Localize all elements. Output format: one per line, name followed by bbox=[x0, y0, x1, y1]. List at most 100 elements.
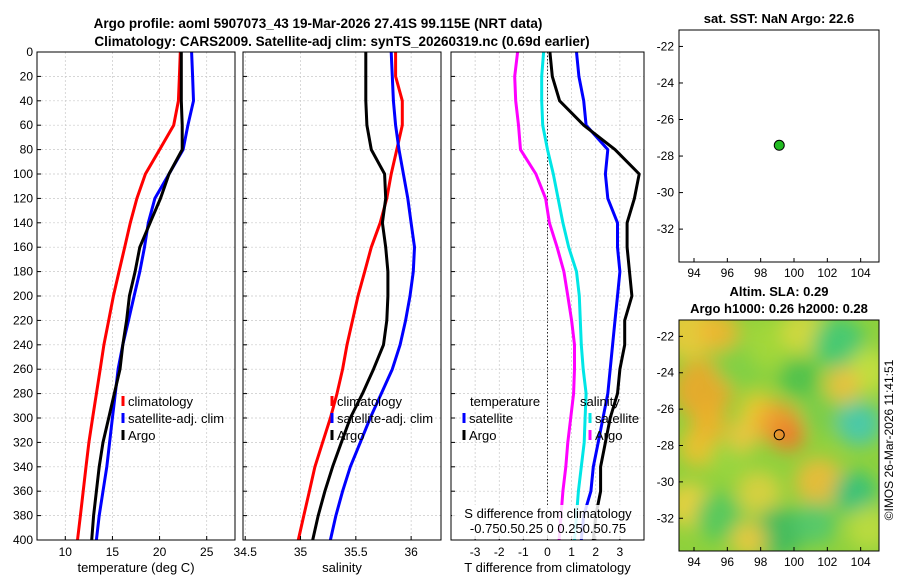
figure-title-line2: Climatology: CARS2009. Satellite-adj cli… bbox=[94, 34, 589, 49]
y-tick-label: 300 bbox=[13, 411, 33, 425]
heatmap-cell bbox=[737, 471, 781, 516]
s-difference-tick-labels: -0.750.50.25 0 0.250.50.75 bbox=[470, 521, 626, 536]
x-tick-label: 20 bbox=[153, 545, 167, 559]
map-y-tick-label: -28 bbox=[657, 439, 675, 453]
series-line-satellite-adj-clim bbox=[94, 51, 195, 541]
y-tick-label: 180 bbox=[13, 265, 33, 279]
series-line-salinity-argo bbox=[513, 51, 576, 541]
y-tick-label: 200 bbox=[13, 289, 33, 303]
y-tick-label: 60 bbox=[20, 118, 34, 132]
map-y-tick-label: -28 bbox=[657, 149, 675, 163]
y-tick-label: 120 bbox=[13, 191, 33, 205]
x-tick-label: 0 bbox=[544, 545, 551, 559]
figure-title-line1: Argo profile: aoml 5907073_43 19-Mar-202… bbox=[94, 16, 543, 31]
argo-position-marker-sst bbox=[773, 139, 785, 151]
temperature-profile-panel: 10 15 20 25 0 20 40 60 80 100 120 140 160 180 200 220 24… bbox=[13, 45, 236, 575]
salinity-diff-legend-label: satellite bbox=[595, 411, 639, 426]
map-x-tick-label: 98 bbox=[754, 555, 768, 569]
heatmap-cell bbox=[833, 471, 877, 516]
x-tick-label: -1 bbox=[518, 545, 529, 559]
salinity-legend-title: salinity bbox=[580, 394, 620, 409]
x-tick-label: 34.5 bbox=[234, 545, 258, 559]
map-y-tick-label: -30 bbox=[657, 475, 675, 489]
y-tick-label: 40 bbox=[20, 94, 34, 108]
map-frame bbox=[678, 319, 880, 552]
map-x-tick-label: 104 bbox=[851, 555, 871, 569]
y-tick-label: 0 bbox=[26, 45, 33, 59]
y-tick-label: 340 bbox=[13, 460, 33, 474]
map-x-tick-label: 96 bbox=[721, 266, 735, 280]
map-y-tick-label: -22 bbox=[657, 329, 675, 343]
sst-map-title: sat. SST: NaN Argo: 22.6 bbox=[704, 11, 855, 26]
x-tick-label: 35.5 bbox=[344, 545, 368, 559]
heatmap-cell bbox=[773, 419, 805, 452]
series-line-temperature-argo bbox=[548, 51, 641, 541]
sst-map-panel: 94 96 98 100 102 104 -22 -24 -26 -28 -30 -32 bbox=[657, 29, 880, 280]
y-tick-label: 20 bbox=[20, 69, 34, 83]
y-tick-label: 320 bbox=[13, 435, 33, 449]
y-tick-label: 100 bbox=[13, 167, 33, 181]
x-tick-label: 3 bbox=[617, 545, 624, 559]
map-x-tick-label: 100 bbox=[784, 266, 804, 280]
s-difference-axis-label: S difference from climatology bbox=[464, 506, 632, 521]
heatmap-cell bbox=[695, 492, 743, 541]
heatmap-cell bbox=[825, 366, 861, 403]
map-x-tick-label: 96 bbox=[721, 555, 735, 569]
x-tick-label: 1 bbox=[568, 545, 575, 559]
x-tick-label: 2 bbox=[592, 545, 599, 559]
x-tick-label: 36 bbox=[404, 545, 418, 559]
map-x-tick-label: 94 bbox=[687, 555, 701, 569]
sla-map-title-line2: Argo h1000: 0.26 h2000: 0.28 bbox=[690, 301, 868, 316]
argo-position-marker-sla bbox=[773, 429, 785, 441]
salinity-legend-label: climatology bbox=[337, 394, 403, 409]
map-x-tick-label: 100 bbox=[784, 555, 804, 569]
y-tick-label: 240 bbox=[13, 338, 33, 352]
y-tick-label: 360 bbox=[13, 484, 33, 498]
y-tick-label: 280 bbox=[13, 387, 33, 401]
map-x-tick-label: 98 bbox=[754, 266, 768, 280]
temperature-diff-legend-label: Argo bbox=[469, 428, 496, 443]
series-line-satellite-adj-clim bbox=[328, 51, 416, 541]
series-line-salinity-satellite bbox=[540, 51, 588, 541]
x-axis-label: T difference from climatology bbox=[464, 560, 631, 575]
temperature-legend-label: Argo bbox=[128, 428, 155, 443]
salinity-legend-label: satellite-adj. clim bbox=[337, 411, 433, 426]
series-line-argo bbox=[90, 52, 184, 541]
sla-map-panel: 94 96 98 100 102 104 -22 -24 -26 -28 -30 -32 bbox=[657, 319, 880, 569]
temperature-legend-title: temperature bbox=[470, 394, 540, 409]
s-axis-label-background bbox=[452, 505, 642, 539]
y-tick-label: 380 bbox=[13, 509, 33, 523]
series-line-argo bbox=[311, 52, 390, 541]
map-x-tick-label: 102 bbox=[817, 266, 837, 280]
map-y-tick-label: -30 bbox=[657, 186, 675, 200]
heatmap-cell bbox=[813, 320, 865, 370]
temperature-legend-label: satellite-adj. clim bbox=[128, 411, 224, 426]
temperature-diff-legend-label: satellite bbox=[469, 411, 513, 426]
difference-profile-panel: -3 -2 -1 0 1 2 3T difference from climatology t… bbox=[450, 51, 645, 575]
map-y-tick-label: -24 bbox=[657, 366, 675, 380]
heatmap-cell bbox=[779, 357, 819, 398]
y-tick-label: 400 bbox=[13, 533, 33, 547]
heatmap-cell bbox=[745, 320, 793, 368]
y-tick-label: 80 bbox=[20, 143, 34, 157]
salinity-legend-label: Argo bbox=[337, 428, 364, 443]
map-y-tick-label: -26 bbox=[657, 113, 675, 127]
heatmap-cell bbox=[837, 401, 879, 446]
salinity-diff-legend-label: Argo bbox=[595, 428, 622, 443]
heatmap-blobs bbox=[679, 320, 879, 551]
map-y-tick-label: -26 bbox=[657, 402, 675, 416]
x-tick-label: 10 bbox=[59, 545, 73, 559]
x-axis-label: temperature (deg C) bbox=[77, 560, 194, 575]
temperature-legend-label: climatology bbox=[128, 394, 194, 409]
map-y-tick-label: -32 bbox=[657, 511, 675, 525]
y-tick-label: 140 bbox=[13, 216, 33, 230]
map-y-tick-label: -24 bbox=[657, 76, 675, 90]
y-tick-label: 260 bbox=[13, 362, 33, 376]
map-y-tick-label: -32 bbox=[657, 222, 675, 236]
heatmap-cell bbox=[731, 521, 767, 551]
imos-timestamp-watermark: ©IMOS 26-Mar-2026 11:41:51 bbox=[882, 359, 896, 520]
salinity-profile-panel: 34.5 35 35.5 36 salinity climatology satellite… bbox=[234, 51, 442, 575]
heatmap-cell bbox=[801, 390, 845, 435]
x-tick-label: 35 bbox=[294, 545, 308, 559]
